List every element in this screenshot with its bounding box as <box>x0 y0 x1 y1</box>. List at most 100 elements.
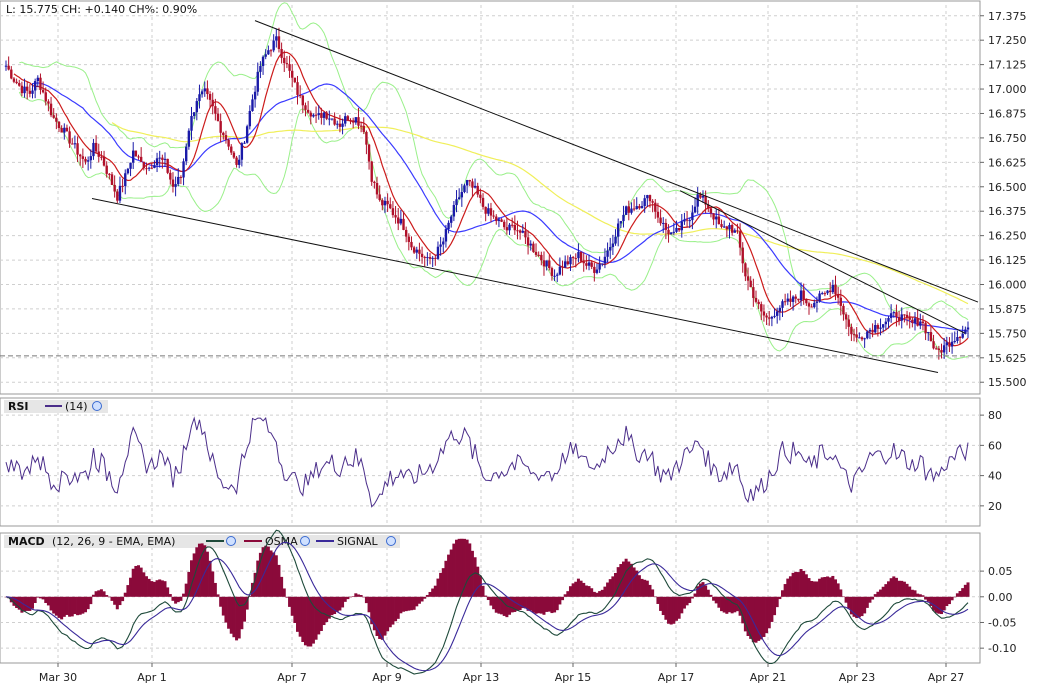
rsi-tick-label: 40 <box>988 470 1002 483</box>
rsi-settings-icon[interactable] <box>92 401 102 411</box>
candle-body <box>333 118 336 125</box>
osma-settings-icon[interactable] <box>300 536 310 546</box>
osma-bar <box>54 596 58 616</box>
osma-bar <box>425 595 429 597</box>
candle-body <box>948 342 951 347</box>
osma-bar <box>592 591 596 597</box>
osma-bar <box>759 596 763 640</box>
candle-body <box>23 86 26 94</box>
osma-bar <box>606 582 610 597</box>
osma-bar <box>253 572 257 597</box>
osma-bar <box>916 593 920 597</box>
osma-bar <box>298 596 302 637</box>
candle-body <box>892 312 895 314</box>
osma-bar <box>929 596 933 606</box>
osma-bar <box>378 596 382 639</box>
osma-bar <box>309 596 313 647</box>
osma-bar <box>727 596 731 613</box>
candle-body <box>359 125 363 127</box>
osma-bar <box>664 596 668 620</box>
candle-body <box>118 185 122 201</box>
price-tick-label: 16.000 <box>988 279 1027 292</box>
osma-bar <box>810 580 814 597</box>
osma-bar <box>701 582 705 597</box>
candle-body <box>529 243 532 246</box>
osma-bar <box>15 596 19 608</box>
candle-body <box>884 321 888 325</box>
candle-body <box>722 226 726 228</box>
candle-body <box>110 174 114 185</box>
osma-bar <box>500 596 504 615</box>
price-tick-label: 17.125 <box>988 59 1027 72</box>
candle-body <box>725 226 729 230</box>
signal-settings-icon[interactable] <box>386 536 396 546</box>
candle-body <box>185 146 188 162</box>
candle-body <box>775 311 779 316</box>
osma-bar <box>187 571 191 597</box>
osma-bar <box>743 596 747 632</box>
osma-bar <box>624 558 628 597</box>
osma-bar <box>237 596 241 639</box>
trendlines <box>91 20 979 373</box>
candle-body <box>423 257 426 259</box>
candle-body <box>802 290 805 300</box>
macd-settings-icon[interactable] <box>226 536 236 546</box>
candle-body <box>275 36 278 41</box>
candle-body <box>683 219 686 222</box>
candle-body <box>717 216 721 225</box>
candle-body <box>211 99 214 107</box>
osma-bar <box>518 596 522 611</box>
candle-body <box>452 205 456 217</box>
candle-body <box>805 299 808 304</box>
candle-body <box>680 221 683 231</box>
osma-bar <box>205 551 209 597</box>
candle-body <box>807 303 811 307</box>
candle-body <box>73 143 77 145</box>
grid-lines <box>0 5 980 663</box>
osma-bar <box>396 596 400 619</box>
osma-bar <box>282 588 286 597</box>
candle-body <box>958 337 962 339</box>
candle-body <box>590 262 593 267</box>
candle-body <box>428 257 432 259</box>
price-tick-label: 16.875 <box>988 107 1027 120</box>
candle-body <box>497 219 501 222</box>
candle-body <box>810 306 813 308</box>
candle-body <box>344 116 347 124</box>
osma-bar <box>735 596 739 612</box>
candle-body <box>15 81 18 84</box>
candle-body <box>847 319 850 327</box>
candle-body <box>508 224 511 231</box>
osma-bar <box>121 596 125 602</box>
candle-body <box>338 123 342 127</box>
osma-bar <box>579 580 583 597</box>
candle-body <box>921 321 925 324</box>
candle-body <box>786 298 789 302</box>
osma-bar <box>62 596 66 617</box>
osma-bar <box>465 539 469 597</box>
osma-bar <box>338 596 342 611</box>
price-tick-label: 16.625 <box>988 156 1027 169</box>
osma-bar <box>492 596 496 610</box>
osma-bar <box>457 538 461 597</box>
candle-body <box>495 216 498 222</box>
candle-body <box>503 221 506 228</box>
candle-body <box>195 101 199 113</box>
osma-bar <box>523 596 527 609</box>
candle-body <box>298 94 302 96</box>
candle-body <box>799 290 803 301</box>
candle-body <box>460 192 464 198</box>
osma-bar <box>868 596 872 603</box>
macd-line <box>5 529 969 675</box>
osma-bar <box>402 596 406 612</box>
candle-body <box>383 200 387 206</box>
candle-body <box>720 224 723 227</box>
osma-bar <box>786 578 790 597</box>
candle-body <box>10 69 13 79</box>
candle-body <box>309 112 312 117</box>
osma-bar <box>86 596 90 610</box>
osma-bar <box>91 594 95 597</box>
candle-body <box>662 222 665 224</box>
osma-bar <box>412 596 416 610</box>
candle-body <box>402 218 405 230</box>
